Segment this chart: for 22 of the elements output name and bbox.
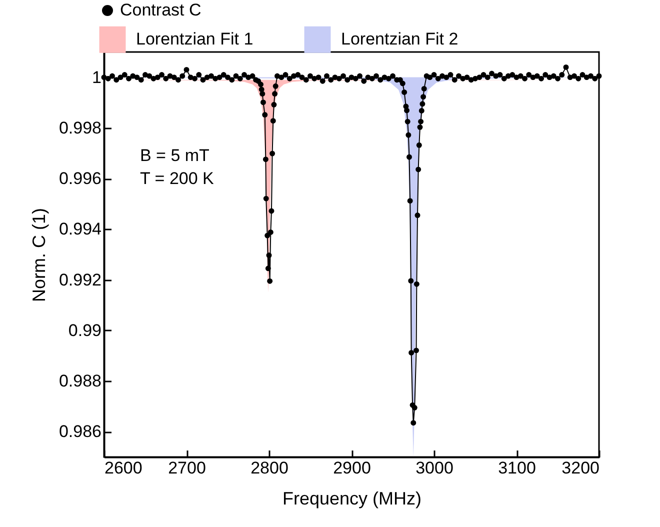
x-axis-title: Frequency (MHz) — [282, 488, 422, 508]
y-tick-label: 0.994 — [58, 220, 102, 239]
x-tick-label: 2800 — [250, 458, 288, 478]
x-tick-label: 2900 — [333, 458, 371, 478]
annotation: B = 5 mT — [140, 146, 210, 165]
x-tick-label: 2700 — [168, 458, 206, 478]
legend-label: Lorentzian Fit 2 — [341, 30, 458, 49]
annotation: T = 200 K — [140, 169, 215, 188]
y-tick-label: 0.996 — [58, 169, 102, 188]
y-tick-label: 0.988 — [58, 372, 102, 391]
y-axis-title: Norm. C (1) — [28, 208, 49, 302]
x-tick-label: 3000 — [416, 458, 454, 478]
y-tick-label: 0.998 — [58, 118, 102, 138]
x-tick-label: 3100 — [498, 458, 536, 478]
y-tick-label: 1 — [92, 68, 102, 87]
x-tick-label: 2600 — [104, 458, 142, 478]
legend-label: Lorentzian Fit 1 — [136, 30, 254, 49]
y-tick-label: 0.992 — [58, 270, 102, 290]
y-tick-label: 0.99 — [68, 320, 102, 340]
x-tick-label: 3200 — [562, 458, 600, 478]
y-tick-label: 0.986 — [58, 422, 102, 442]
legend-label: Contrast C — [120, 0, 202, 20]
